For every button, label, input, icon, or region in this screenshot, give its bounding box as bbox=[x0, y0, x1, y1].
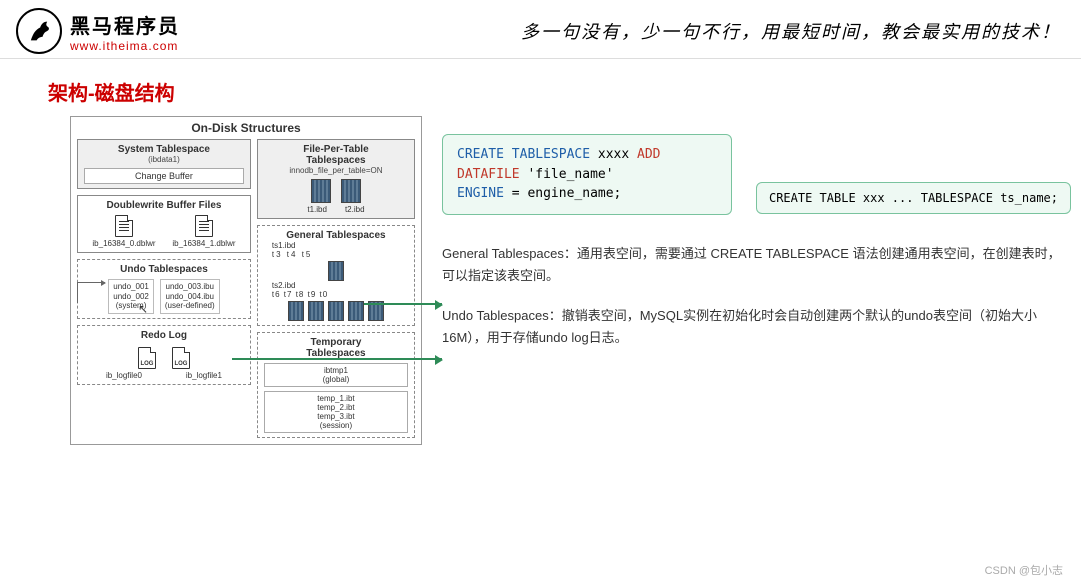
db-icon bbox=[341, 179, 361, 203]
dblwr-file-0: ib_16384_0.dblwr bbox=[92, 239, 155, 248]
page-header: 黑马程序员 www.itheima.com 多一句没有，少一句不行，用最短时间，… bbox=[0, 0, 1081, 59]
db-icon bbox=[308, 301, 324, 321]
brand-logo: 黑马程序员 www.itheima.com bbox=[16, 8, 180, 54]
db-icon bbox=[328, 301, 344, 321]
file-icon bbox=[115, 215, 133, 237]
fpt-note: innodb_file_per_table=ON bbox=[264, 166, 408, 175]
brand-name-cn: 黑马程序员 bbox=[70, 10, 180, 39]
redo-file-1: ib_logfile1 bbox=[186, 371, 222, 380]
kw: ADD bbox=[637, 147, 660, 162]
log-file-icon bbox=[138, 347, 156, 369]
watermark-text: CSDN @包小志 bbox=[985, 562, 1063, 578]
redo-log-box: Redo Log ib_logfile0 ib_logfile1 bbox=[77, 325, 251, 385]
txt: 'file_name' bbox=[520, 167, 614, 182]
code-bubble-create-table: CREATE TABLE xxx ... TABLESPACE ts_name; bbox=[756, 182, 1071, 214]
txt: xxxx bbox=[590, 147, 637, 162]
file-per-table-box: File-Per-Table Tablespaces innodb_file_p… bbox=[257, 139, 415, 219]
kw: CREATE TABLESPACE bbox=[457, 147, 590, 162]
system-tablespace-box: System Tablespace (ibdata1) Change Buffe… bbox=[77, 139, 251, 189]
redo-title: Redo Log bbox=[84, 330, 244, 341]
brand-name-en: www.itheima.com bbox=[70, 39, 180, 53]
general-title: General Tablespaces bbox=[264, 230, 408, 241]
horse-logo-icon bbox=[16, 8, 62, 54]
arrow-general-icon bbox=[364, 303, 442, 305]
on-disk-structures-diagram: On-Disk Structures System Tablespace (ib… bbox=[70, 116, 422, 445]
db-icon bbox=[328, 261, 344, 281]
fpt-title: File-Per-Table Tablespaces bbox=[264, 144, 408, 166]
dblwr-title: Doublewrite Buffer Files bbox=[84, 200, 244, 211]
diagram-title: On-Disk Structures bbox=[71, 117, 421, 139]
redo-arrow-icon bbox=[77, 282, 105, 283]
log-file-icon bbox=[172, 347, 190, 369]
sys-ts-note: (ibdata1) bbox=[84, 155, 244, 164]
db-icon bbox=[288, 301, 304, 321]
code-bubble-create-tablespace: CREATE TABLESPACE xxxx ADD DATAFILE 'fil… bbox=[442, 134, 732, 215]
desc-general: General Tablespaces：通用表空间，需要通过 CREATE TA… bbox=[442, 243, 1069, 287]
db-icon bbox=[348, 301, 364, 321]
fpt-label-0: t1.ibd bbox=[307, 205, 327, 214]
arrow-undo-icon bbox=[232, 358, 442, 360]
undo-title: Undo Tablespaces bbox=[84, 264, 244, 275]
temp-global: ibtmp1 (global) bbox=[264, 363, 408, 387]
kw: ENGINE bbox=[457, 186, 512, 201]
db-icon bbox=[311, 179, 331, 203]
kw: DATAFILE bbox=[457, 167, 520, 182]
gen-ts1: ts1.ibd bbox=[264, 241, 408, 250]
doublewrite-box: Doublewrite Buffer Files ib_16384_0.dblw… bbox=[77, 195, 251, 253]
kw: TABLESPACE bbox=[921, 191, 993, 205]
kw: CREATE TABLE bbox=[769, 191, 856, 205]
txt: ts_name; bbox=[993, 191, 1058, 205]
dblwr-file-1: ib_16384_1.dblwr bbox=[172, 239, 235, 248]
sys-ts-title: System Tablespace bbox=[84, 144, 244, 155]
undo-system: undo_001 undo_002 (system) bbox=[108, 279, 154, 314]
gen-ts2: ts2.ibd bbox=[264, 281, 408, 290]
undo-tablespaces-box: Undo Tablespaces undo_001 undo_002 (syst… bbox=[77, 259, 251, 319]
explanation-panel: CREATE TABLESPACE xxxx ADD DATAFILE 'fil… bbox=[442, 116, 1069, 445]
header-slogan: 多一句没有，少一句不行，用最短时间，教会最实用的技术！ bbox=[521, 18, 1061, 44]
gen-ts1-tables: t3 t4 t5 bbox=[264, 250, 408, 259]
fpt-label-1: t2.ibd bbox=[345, 205, 365, 214]
temp-title: Temporary Tablespaces bbox=[264, 337, 408, 359]
redo-file-0: ib_logfile0 bbox=[106, 371, 142, 380]
change-buffer-box: Change Buffer bbox=[84, 168, 244, 184]
temp-session: temp_1.ibt temp_2.ibt temp_3.ibt (sessio… bbox=[264, 391, 408, 433]
description-text: General Tablespaces：通用表空间，需要通过 CREATE TA… bbox=[442, 243, 1069, 349]
file-icon bbox=[195, 215, 213, 237]
desc-undo: Undo Tablespaces：撤销表空间，MySQL实例在初始化时会自动创建… bbox=[442, 305, 1069, 349]
page-title: 架构-磁盘结构 bbox=[0, 59, 1081, 116]
undo-user: undo_003.ibu undo_004.ibu (user-defined) bbox=[160, 279, 220, 314]
txt: = engine_name; bbox=[512, 186, 622, 201]
gen-ts2-tables: t6 t7 t8 t9 t0 bbox=[264, 290, 408, 299]
general-tablespaces-box: General Tablespaces ts1.ibd t3 t4 t5 ts2… bbox=[257, 225, 415, 326]
temp-tablespaces-box: Temporary Tablespaces ibtmp1 (global) te… bbox=[257, 332, 415, 438]
txt: xxx ... bbox=[856, 191, 921, 205]
